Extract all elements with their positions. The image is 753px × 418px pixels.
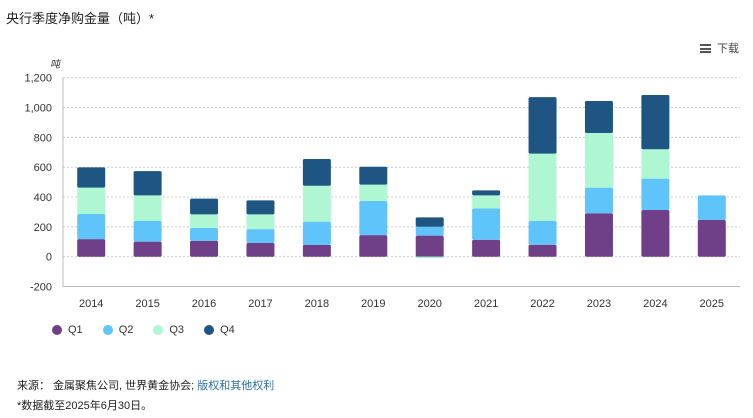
rights-link[interactable]: 版权和其他权利 xyxy=(197,380,275,392)
bar-q3-2023 xyxy=(584,133,613,188)
chart-title: 央行季度净购金量（吨）* xyxy=(6,11,155,26)
source-line: 来源： 金属聚焦公司, 世界黄金协会; 版权和其他权利 xyxy=(17,377,274,393)
data-note: *数据截至2025年6月30日。 xyxy=(17,400,153,412)
download-label: 下载 xyxy=(717,43,739,55)
legend-label: Q2 xyxy=(118,324,134,336)
bar-q1-2017 xyxy=(246,242,275,257)
bar-q2-2020 xyxy=(415,226,444,236)
bar-q3-2018 xyxy=(302,185,331,222)
legend-label: Q1 xyxy=(68,324,83,336)
legend-marker xyxy=(204,325,215,335)
x-tick-label: 2016 xyxy=(192,298,216,310)
source-text: 金属聚焦公司, 世界黄金协会; xyxy=(53,380,195,392)
bar-q2-2016 xyxy=(190,228,219,241)
bar-q1-2015 xyxy=(133,241,162,257)
bar-q2-2025 xyxy=(697,195,726,221)
bar-q4-2014 xyxy=(77,167,106,188)
x-tick-label: 2015 xyxy=(135,298,159,310)
bar-q2-2019 xyxy=(359,201,388,236)
bar-q1-2021 xyxy=(472,239,501,257)
bar-q3-2021 xyxy=(472,195,501,209)
download-button[interactable]: 下载 xyxy=(700,40,739,56)
legend-label: Q3 xyxy=(169,324,185,336)
source-label: 来源： xyxy=(17,380,50,392)
y-tick-label: -200 xyxy=(30,282,52,294)
legend-label: Q4 xyxy=(220,324,235,336)
legend: Q1 Q2 Q3 Q4 xyxy=(52,324,235,336)
bar-chart: -200 0 200 400 600 800 1,000 1,200 吨 2014 2015 2016… xyxy=(24,59,740,310)
y-tick-label: 0 xyxy=(46,252,52,264)
bar-q3-2024 xyxy=(641,149,670,179)
legend-item-q3[interactable]: Q3 xyxy=(153,324,184,336)
bar-q1-2019 xyxy=(359,235,388,257)
legend-marker xyxy=(153,325,164,335)
y-tick-label: 800 xyxy=(34,132,52,144)
legend-marker xyxy=(102,325,113,335)
y-tick-label: 600 xyxy=(34,162,52,174)
legend-item-q2[interactable]: Q2 xyxy=(102,324,134,336)
bar-q3-2020 xyxy=(415,256,444,259)
bar-q2-2021 xyxy=(472,208,501,240)
bar-q4-2017 xyxy=(246,200,275,215)
bar-q3-2015 xyxy=(133,195,162,222)
bar-q2-2024 xyxy=(641,178,670,211)
bar-q3-2019 xyxy=(359,184,388,202)
menu-icon xyxy=(700,43,711,53)
legend-item-q4[interactable]: Q4 xyxy=(204,324,235,336)
bar-q4-2024 xyxy=(641,95,670,150)
bar-q4-2020 xyxy=(415,217,444,227)
y-axis-label: 吨 xyxy=(50,59,62,71)
x-tick-label: 2019 xyxy=(361,298,385,310)
x-tick-label: 2014 xyxy=(79,298,103,310)
y-tick-label: 400 xyxy=(34,192,52,204)
y-tick-label: 1,200 xyxy=(24,73,52,85)
bar-q1-2025 xyxy=(697,220,726,257)
bar-q2-2022 xyxy=(528,221,557,245)
bar-q4-2022 xyxy=(528,97,557,154)
x-tick-label: 2023 xyxy=(587,298,611,310)
bar-q4-2023 xyxy=(584,100,613,134)
bar-q4-2016 xyxy=(190,198,219,215)
x-tick-label: 2018 xyxy=(305,298,329,310)
bar-q2-2018 xyxy=(302,221,331,245)
x-tick-label: 2025 xyxy=(700,298,724,310)
x-tick-label: 2017 xyxy=(248,298,272,310)
bar-q1-2018 xyxy=(302,244,331,257)
bar-q4-2019 xyxy=(359,166,388,185)
bar-q3-2022 xyxy=(528,153,557,222)
bar-q3-2014 xyxy=(77,187,106,215)
legend-item-q1[interactable]: Q1 xyxy=(52,324,83,336)
bar-q4-2018 xyxy=(302,158,331,186)
x-tick-label: 2024 xyxy=(643,298,667,310)
bar-q1-2022 xyxy=(528,244,557,257)
bar-q2-2023 xyxy=(584,187,613,214)
bar-q2-2014 xyxy=(77,214,106,240)
legend-marker xyxy=(52,325,62,335)
bar-q1-2023 xyxy=(584,213,613,257)
bar-q4-2015 xyxy=(133,171,162,196)
bar-q1-2014 xyxy=(77,239,106,257)
bar-q1-2016 xyxy=(190,240,219,257)
bar-q1-2024 xyxy=(641,210,670,257)
y-tick-label: 200 xyxy=(34,222,52,234)
bar-q2-2017 xyxy=(246,229,275,243)
bar-q4-2021 xyxy=(472,190,501,196)
bar-q3-2016 xyxy=(190,214,219,229)
y-tick-label: 1,000 xyxy=(24,103,52,115)
x-tick-label: 2021 xyxy=(474,298,498,310)
bar-q3-2017 xyxy=(246,214,275,230)
bar-q2-2015 xyxy=(133,221,162,242)
bar-q1-2020 xyxy=(415,235,444,257)
x-tick-label: 2020 xyxy=(417,298,441,310)
x-tick-label: 2022 xyxy=(530,298,554,310)
